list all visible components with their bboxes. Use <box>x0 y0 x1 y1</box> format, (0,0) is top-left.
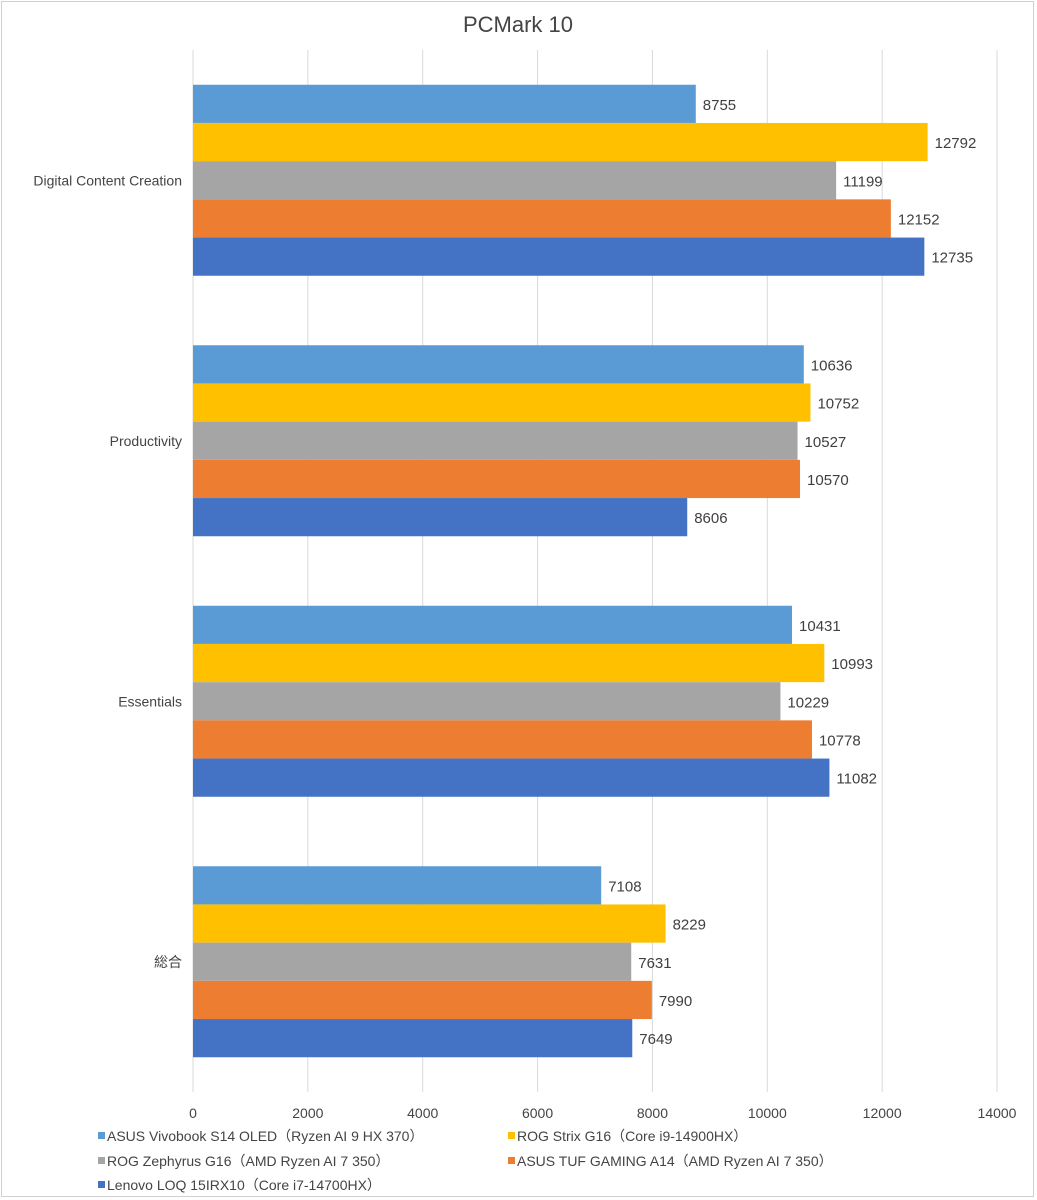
bar <box>193 498 688 537</box>
data-label: 8606 <box>694 510 727 527</box>
bar <box>193 605 793 644</box>
bar <box>193 1019 633 1058</box>
data-label: 12792 <box>935 135 977 152</box>
data-label: 12735 <box>931 250 973 267</box>
bar <box>193 237 925 276</box>
x-tick-label: 0 <box>189 1105 197 1121</box>
legend: ASUS Vivobook S14 OLED（Ryzen AI 9 HX 370… <box>98 1128 833 1193</box>
data-label: 12152 <box>898 211 940 228</box>
data-label: 10527 <box>805 434 847 451</box>
x-tick-label: 4000 <box>407 1105 438 1121</box>
x-tick-label: 10000 <box>748 1105 787 1121</box>
bar <box>193 84 696 123</box>
data-label: 10636 <box>811 357 853 374</box>
data-label: 7631 <box>638 955 671 972</box>
legend-swatch <box>508 1157 515 1164</box>
legend-swatch <box>508 1132 515 1139</box>
data-label: 11082 <box>836 771 877 788</box>
data-label: 7649 <box>639 1031 672 1048</box>
bar <box>193 643 825 683</box>
data-label: 10570 <box>807 472 849 489</box>
category-label: Essentials <box>118 693 182 709</box>
bars <box>193 84 928 1058</box>
bar <box>193 980 652 1020</box>
bar <box>193 122 928 162</box>
bar <box>193 866 602 905</box>
bar <box>193 459 801 499</box>
data-label: 10752 <box>817 396 859 413</box>
legend-swatch <box>98 1181 105 1188</box>
legend-entry: ROG Strix G16（Core i9-14900HX） <box>517 1128 747 1144</box>
data-labels: 8755 12792 11199 12152 12735 10636 10752 10527 1… <box>608 97 976 1048</box>
data-label: 7990 <box>659 993 692 1010</box>
x-tick-label: 6000 <box>522 1105 553 1121</box>
bar <box>193 199 891 238</box>
bar <box>193 720 812 759</box>
legend-entry: Lenovo LOQ 15IRX10（Core i7-14700HX） <box>107 1177 381 1193</box>
bar <box>193 904 666 943</box>
data-label: 8229 <box>673 917 706 934</box>
category-label: Productivity <box>110 433 182 449</box>
bar <box>193 682 781 721</box>
bar <box>193 421 798 460</box>
data-label: 11199 <box>843 173 883 190</box>
data-label: 10778 <box>819 732 861 749</box>
x-tick-label: 14000 <box>978 1105 1017 1121</box>
bar <box>193 161 837 200</box>
legend-swatch <box>98 1132 105 1139</box>
data-label: 10993 <box>831 656 873 673</box>
legend-entry: ASUS Vivobook S14 OLED（Ryzen AI 9 HX 370… <box>107 1128 423 1144</box>
bar <box>193 383 811 422</box>
data-label: 7108 <box>608 878 641 895</box>
data-label: 10229 <box>787 694 829 711</box>
chart-title: PCMark 10 <box>463 12 573 37</box>
bar <box>193 942 632 981</box>
x-tick-labels: 0 2000 4000 6000 8000 10000 12000 14000 <box>189 1105 1017 1121</box>
legend-entry: ROG Zephyrus G16（AMD Ryzen AI 7 350） <box>107 1153 389 1169</box>
x-tick-label: 8000 <box>637 1105 668 1121</box>
category-label: Digital Content Creation <box>33 172 182 188</box>
legend-entry: ASUS TUF GAMING A14（AMD Ryzen AI 7 350） <box>517 1153 833 1169</box>
bar <box>193 758 830 797</box>
x-tick-label: 12000 <box>863 1105 902 1121</box>
data-label: 8755 <box>703 97 736 114</box>
x-tick-label: 2000 <box>292 1105 323 1121</box>
bar <box>193 345 804 384</box>
legend-swatch <box>98 1157 105 1164</box>
category-labels: Digital Content Creation Productivity Esse… <box>33 172 182 970</box>
category-label: 総合 <box>154 954 182 970</box>
data-label: 10431 <box>799 618 841 635</box>
